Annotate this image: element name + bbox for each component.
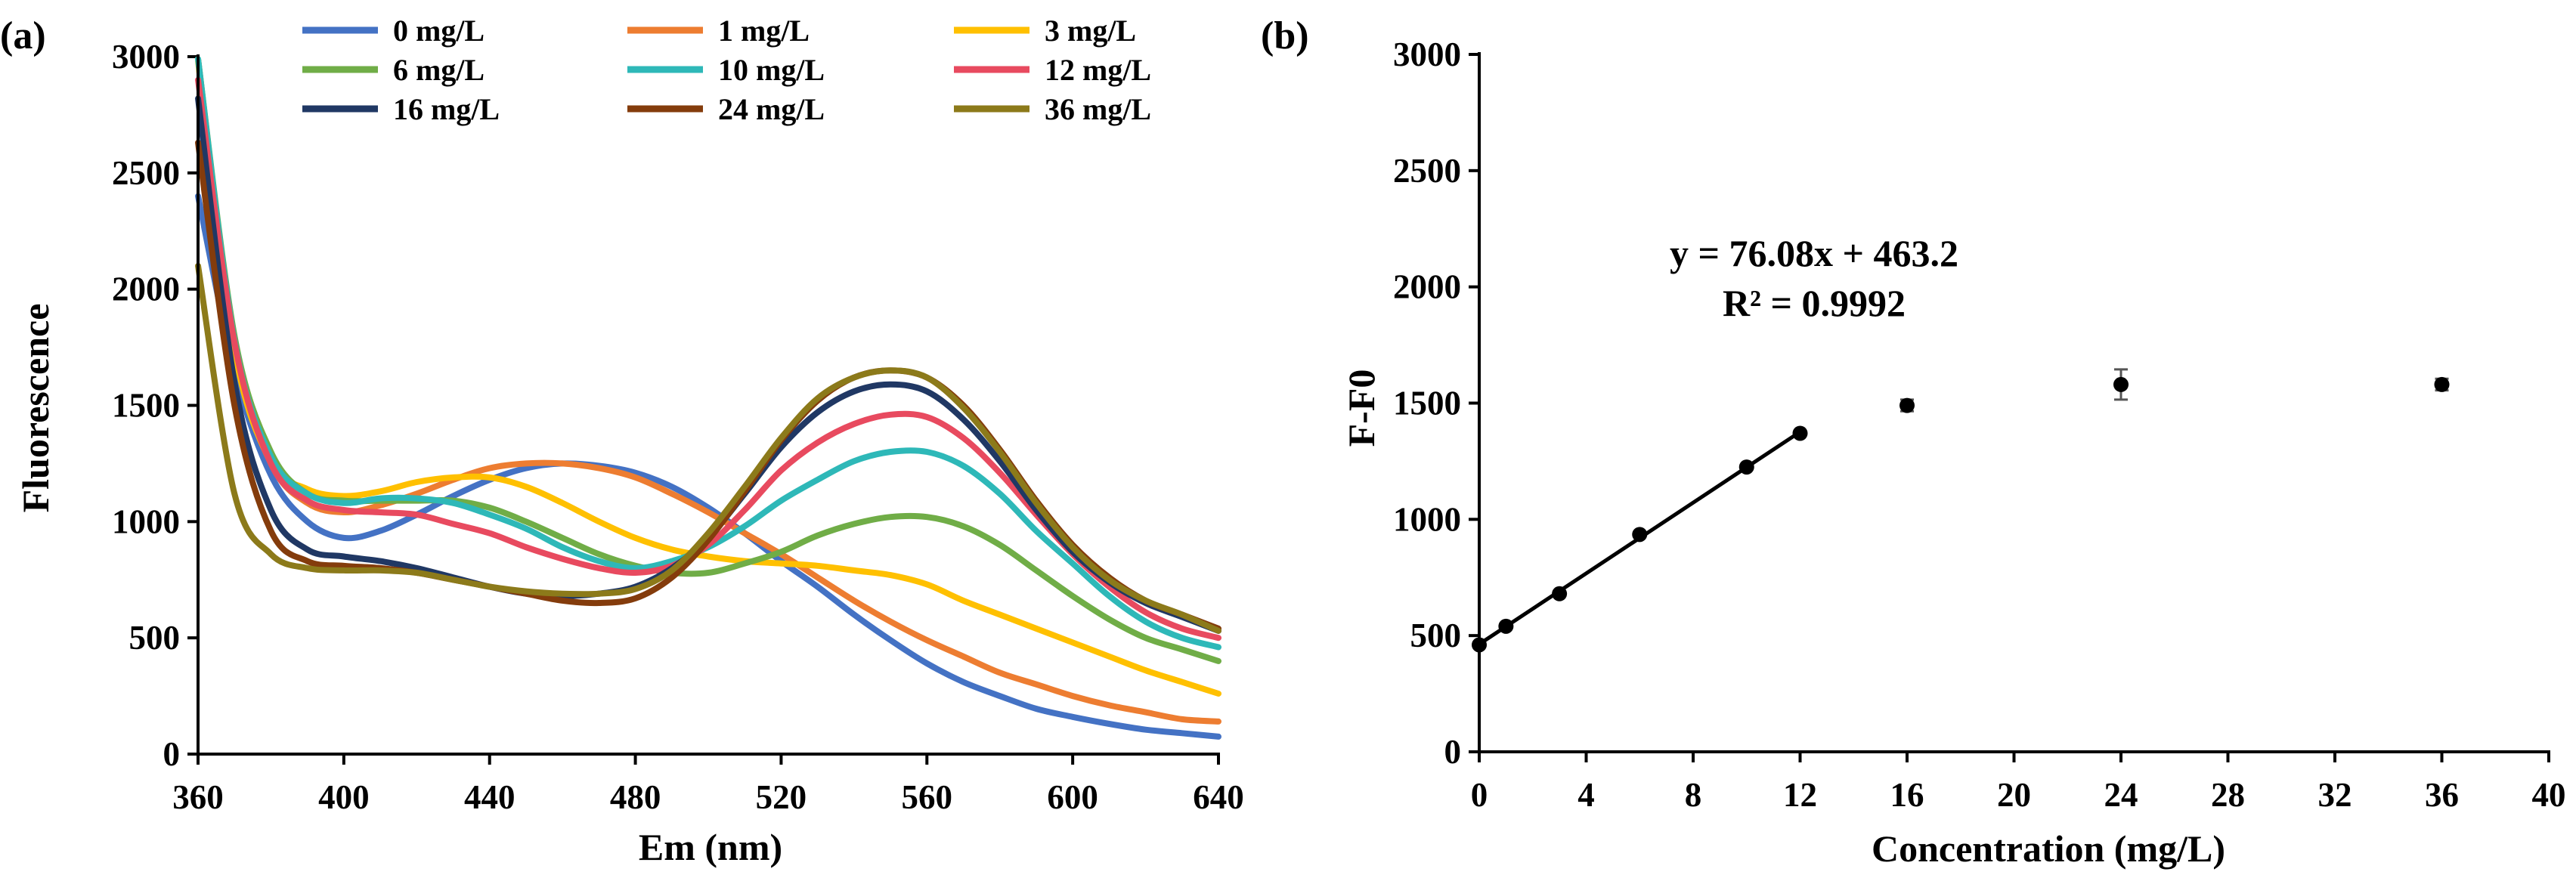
- panel-a-xlabel: Em (nm): [639, 826, 782, 868]
- data-point: [1498, 618, 1514, 634]
- panel-a-label: (a): [0, 14, 46, 57]
- a-xtick-label: 480: [610, 778, 661, 816]
- b-xtick-label: 28: [2211, 776, 2245, 814]
- fit-r2: R² = 0.9992: [1723, 282, 1906, 324]
- a-ytick-label: 3000: [112, 38, 180, 76]
- b-ytick-label: 0: [1444, 733, 1462, 771]
- legend-label: 36 mg/L: [1045, 92, 1151, 126]
- data-point: [1738, 459, 1754, 475]
- b-ytick-label: 1500: [1393, 385, 1461, 422]
- panel-a-series: [195, 56, 1221, 740]
- b-xtick-label: 12: [1783, 776, 1817, 814]
- panel-a-ylabel: Fluorescence: [14, 304, 57, 513]
- legend-label: 16 mg/L: [393, 92, 500, 126]
- data-point: [2434, 376, 2450, 392]
- a-ytick-label: 1500: [112, 387, 180, 425]
- panel-b-ylabel: F-F0: [1340, 369, 1382, 447]
- series-line-10-mg-l: [195, 56, 1221, 651]
- data-point: [1632, 527, 1648, 543]
- a-xtick-label: 440: [464, 778, 516, 816]
- b-xtick-label: 24: [2104, 776, 2138, 814]
- series-line-0-mg-l: [195, 193, 1221, 740]
- b-xtick-label: 20: [1997, 776, 2031, 814]
- a-ytick-label: 0: [163, 735, 181, 773]
- panel-b-ticks: 0 500 1000 1500 2000 2500 3000 0 4 8 12 16 20 24 28 32 3…: [1393, 36, 2566, 814]
- a-xtick-label: 520: [756, 778, 807, 816]
- panel-b-xlabel: Concentration (mg/L): [1872, 827, 2225, 870]
- b-xtick-label: 40: [2532, 776, 2566, 814]
- data-point: [1792, 425, 1808, 441]
- b-xtick-label: 4: [1577, 776, 1595, 814]
- b-ytick-label: 500: [1410, 617, 1462, 654]
- panel-b-points: [1472, 368, 2450, 653]
- panel-a-axes: [197, 54, 1220, 756]
- a-xtick-label: 600: [1047, 778, 1098, 816]
- b-ytick-label: 1000: [1393, 500, 1461, 538]
- a-xtick-label: 400: [318, 778, 370, 816]
- data-point: [1899, 397, 1915, 413]
- panel-b: (b) F-F0 Concentration (mg/L) 0 500 1000 15…: [1261, 14, 2566, 870]
- series-line-1-mg-l: [195, 56, 1221, 725]
- a-xtick-label: 360: [172, 778, 224, 816]
- panel-b-axes: [1478, 52, 2550, 753]
- legend-label: 12 mg/L: [1045, 53, 1151, 87]
- b-xtick-label: 32: [2318, 776, 2352, 814]
- b-ytick-label: 2000: [1393, 268, 1461, 306]
- data-point: [1552, 586, 1568, 601]
- data-point: [2113, 376, 2129, 392]
- legend-label: 6 mg/L: [393, 53, 485, 87]
- data-point: [1472, 637, 1487, 653]
- b-xtick-label: 8: [1685, 776, 1702, 814]
- b-ytick-label: 2500: [1393, 152, 1461, 190]
- legend-label: 1 mg/L: [718, 14, 810, 48]
- b-xtick-label: 36: [2425, 776, 2459, 814]
- legend-label: 24 mg/L: [718, 92, 825, 126]
- series-line-36-mg-l: [195, 262, 1221, 634]
- legend-label: 3 mg/L: [1045, 14, 1136, 48]
- b-ytick-label: 3000: [1393, 36, 1461, 73]
- b-xtick-label: 0: [1471, 776, 1488, 814]
- a-ytick-label: 2500: [112, 154, 180, 192]
- series-line-3-mg-l: [195, 58, 1221, 697]
- panel-a: (a) Fluorescence Em (nm) 0 500 1000 1500 200…: [0, 14, 1244, 868]
- legend-label: 10 mg/L: [718, 53, 825, 87]
- a-ytick-label: 500: [129, 619, 181, 657]
- a-ytick-label: 2000: [112, 271, 180, 308]
- a-ytick-label: 1000: [112, 502, 180, 540]
- panel-a-ticks: 0 500 1000 1500 2000 2500 3000 360 400 440 480 520 5…: [112, 38, 1244, 816]
- a-xtick-label: 640: [1193, 778, 1244, 816]
- a-xtick-label: 560: [902, 778, 953, 816]
- legend-label: 0 mg/L: [393, 14, 485, 48]
- panel-b-label: (b): [1261, 14, 1309, 57]
- b-xtick-label: 16: [1890, 776, 1924, 814]
- fit-equation: y = 76.08x + 463.2: [1670, 232, 1958, 274]
- panel-a-legend: 0 mg/L 1 mg/L 3 mg/L 6 mg/L 10 mg/L 12 mg/L 16…: [302, 14, 1151, 126]
